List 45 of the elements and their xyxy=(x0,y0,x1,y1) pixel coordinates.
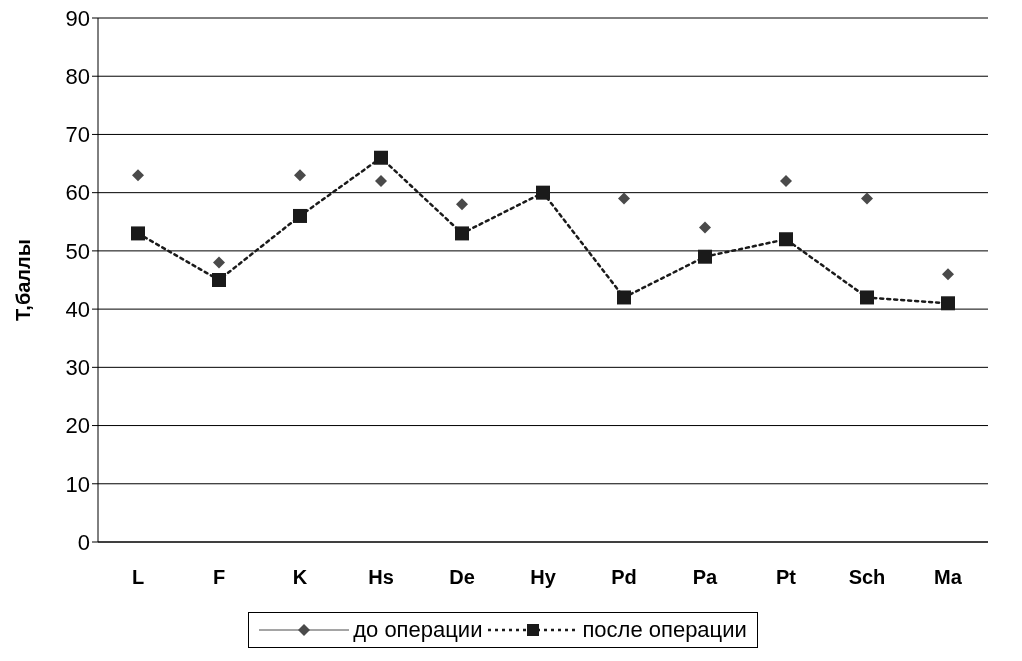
point xyxy=(455,226,469,241)
y-axis-title: Т,баллы xyxy=(12,239,35,321)
point xyxy=(860,290,874,305)
point xyxy=(131,226,145,241)
point xyxy=(536,185,550,200)
x-tick-label: F xyxy=(212,566,226,589)
y-tick-label: 70 xyxy=(65,122,90,148)
point xyxy=(618,192,630,205)
point xyxy=(212,273,226,287)
point xyxy=(293,208,307,223)
point xyxy=(132,169,144,182)
y-tick-label: 20 xyxy=(65,413,90,439)
x-tick-label: De xyxy=(449,566,475,589)
y-tick-label: 90 xyxy=(65,5,90,31)
point xyxy=(456,198,468,211)
x-tick-label: Pd xyxy=(611,566,637,589)
y-tick-label: 0 xyxy=(77,529,90,555)
x-tick-label: Pa xyxy=(692,566,719,589)
x-tick-label: Hy xyxy=(530,566,557,589)
x-tick-label: Hs xyxy=(368,566,394,589)
point xyxy=(698,249,712,264)
y-tick-label: 50 xyxy=(65,238,90,264)
point xyxy=(617,290,631,305)
legend-label: после операции xyxy=(582,617,747,643)
point xyxy=(780,175,792,188)
x-tick-label: Pt xyxy=(776,566,797,589)
point xyxy=(374,150,388,165)
point xyxy=(861,192,873,205)
y-tick-label: 40 xyxy=(65,296,90,322)
point xyxy=(779,232,793,247)
y-tick-label: 60 xyxy=(65,180,90,206)
x-tick-label: K xyxy=(292,566,308,589)
legend-label: до операции xyxy=(353,617,483,643)
point xyxy=(213,256,225,269)
point xyxy=(941,296,955,311)
point xyxy=(294,169,306,182)
point xyxy=(942,268,954,281)
x-tick-label: L xyxy=(131,566,145,589)
y-tick-label: 80 xyxy=(65,64,90,90)
point xyxy=(375,175,387,188)
y-tick-label: 10 xyxy=(65,471,90,497)
x-tick-label: Ma xyxy=(934,566,963,589)
y-tick-label: 30 xyxy=(65,355,90,381)
point xyxy=(699,221,711,234)
x-tick-label: Sch xyxy=(848,566,886,589)
